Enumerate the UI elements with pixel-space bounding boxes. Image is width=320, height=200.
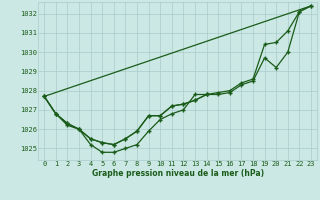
X-axis label: Graphe pression niveau de la mer (hPa): Graphe pression niveau de la mer (hPa) xyxy=(92,169,264,178)
